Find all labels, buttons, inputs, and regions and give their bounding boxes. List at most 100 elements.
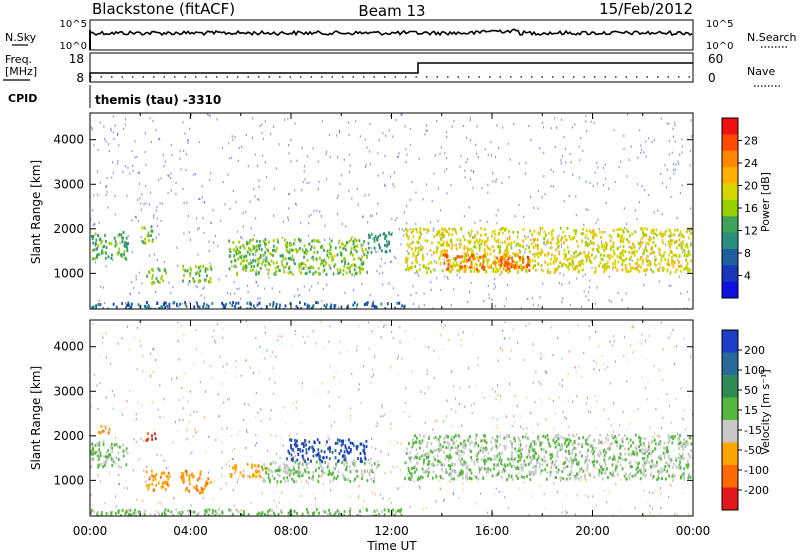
feature-8-cell-747 <box>508 433 511 437</box>
feature-8-cell-19 <box>608 445 611 449</box>
feature-8-cell-216 <box>570 465 573 469</box>
feature-8-cell-754 <box>439 476 442 479</box>
scatter-point-510 <box>409 198 411 201</box>
feature-6-cell-63 <box>515 267 518 271</box>
scatter-point-270 <box>668 153 670 156</box>
scatter-point-202 <box>606 501 608 504</box>
scatter-point-887 <box>638 201 640 204</box>
feature-0-cell-30 <box>117 457 120 461</box>
feature-8-cell-803 <box>526 474 528 478</box>
scatter-point-117 <box>279 443 281 446</box>
feature-0-cell-31 <box>97 244 100 248</box>
feature-4-cell-234 <box>277 265 279 269</box>
scatter-point-788 <box>319 241 321 244</box>
scatter-point-524 <box>280 437 282 440</box>
feature-4-cell-9 <box>350 247 353 251</box>
feature-4-cell-141 <box>288 248 291 252</box>
feature-8-cell-392 <box>418 433 421 437</box>
feature-6-cell-828 <box>460 227 462 231</box>
feature-6-cell-712 <box>612 262 614 266</box>
feature-4-cell-334 <box>290 257 293 261</box>
scatter-point-126 <box>659 266 661 269</box>
scatter-point-3 <box>187 141 189 144</box>
feature-2-cell-22 <box>160 276 163 280</box>
scatter-point-113 <box>409 127 411 130</box>
scatter-point-599 <box>231 435 233 438</box>
feature-6-cell-122 <box>438 233 441 237</box>
scatter-point-557 <box>333 420 336 423</box>
scatter-point-753 <box>554 117 556 120</box>
feature-8-cell-565 <box>427 452 430 456</box>
feature-6-cell-180 <box>456 238 459 242</box>
feature-8-cell-700 <box>523 459 526 463</box>
feature-8-cell-0 <box>112 302 115 306</box>
feature-6-cell-763 <box>676 228 679 232</box>
scatter-point-45 <box>205 451 207 454</box>
feature-4-cell-5 <box>348 240 351 243</box>
feature-6-cell-223 <box>653 251 655 255</box>
feature-6-cell-897 <box>661 239 664 243</box>
feature-8-cell-674 <box>679 457 682 461</box>
scatter-point-838 <box>210 221 212 224</box>
scatter-point-225 <box>425 130 427 133</box>
feature-8-cell-124 <box>548 441 550 445</box>
scatter-point-457 <box>360 402 362 405</box>
feature-4-cell-270 <box>298 265 301 269</box>
scatter-point-214 <box>474 502 476 505</box>
feature-4-cell-146 <box>276 238 279 242</box>
scatter-point-511 <box>233 281 235 284</box>
feature-6-cell-76 <box>348 465 351 469</box>
scatter-point-444 <box>226 363 228 366</box>
feature-2-cell-6 <box>145 439 148 443</box>
feature-6-cell-360 <box>483 228 486 231</box>
feature-6-cell-60 <box>272 460 275 464</box>
feature-6-cell-861 <box>487 259 490 263</box>
scatter-point-614 <box>121 337 123 340</box>
scatter-point-20 <box>221 441 223 445</box>
feature-4-cell-190 <box>258 257 260 261</box>
feature-8-cell-204 <box>559 476 562 480</box>
feature-0-cell-60 <box>120 465 123 469</box>
scatter-point-352 <box>508 235 510 238</box>
feature-8-cell-528 <box>564 442 566 445</box>
feature-8-cell-149 <box>373 305 376 309</box>
feature-8-cell-714 <box>486 469 488 473</box>
feature-8-cell-229 <box>585 458 587 462</box>
scatter-point-562 <box>145 480 147 483</box>
scatter-point-618 <box>137 171 139 175</box>
feature-6-cell-383 <box>587 237 590 241</box>
feature-8-cell-849 <box>438 460 441 464</box>
feature-6-cell-172 <box>497 260 500 263</box>
scatter-point-697 <box>327 438 329 441</box>
feature-4-cell-245 <box>252 268 254 272</box>
feature-7-cell-8 <box>506 260 509 264</box>
feature-7-cell-77 <box>482 261 485 265</box>
scatter-point-786 <box>494 277 496 281</box>
scatter-point-98 <box>668 284 670 287</box>
scatter-point-826 <box>668 404 671 407</box>
scatter-point-122 <box>234 292 236 295</box>
scatter-point-3 <box>440 333 442 336</box>
feature-8-cell-620 <box>468 468 471 472</box>
feature-4-cell-10 <box>195 484 198 488</box>
feature-6-cell-394 <box>481 256 484 260</box>
feature-8-cell-420 <box>444 470 447 474</box>
feature-8-cell-58 <box>574 453 577 457</box>
feature-4-cell-237 <box>339 268 342 272</box>
feature-6-cell-173 <box>605 244 608 248</box>
feature-6-cell-501 <box>681 233 684 237</box>
feature-6-cell-914 <box>529 259 532 263</box>
feature-6-cell-107 <box>436 248 438 252</box>
nave-label: Nave <box>747 65 775 78</box>
feature-8-cell-231 <box>671 435 674 439</box>
scatter-point-677 <box>172 285 174 289</box>
feature-6-cell-464 <box>439 262 442 266</box>
feature-8-cell-581 <box>628 477 631 481</box>
scatter-point-240 <box>330 489 332 492</box>
feature-7-cell-41 <box>526 263 528 267</box>
feature-4-cell-55 <box>250 265 253 269</box>
feature-4-cell-340 <box>282 257 285 261</box>
feature-0-cell-45 <box>123 252 125 256</box>
feature-6-cell-937 <box>655 263 657 267</box>
feature-8-cell-61 <box>222 307 224 309</box>
